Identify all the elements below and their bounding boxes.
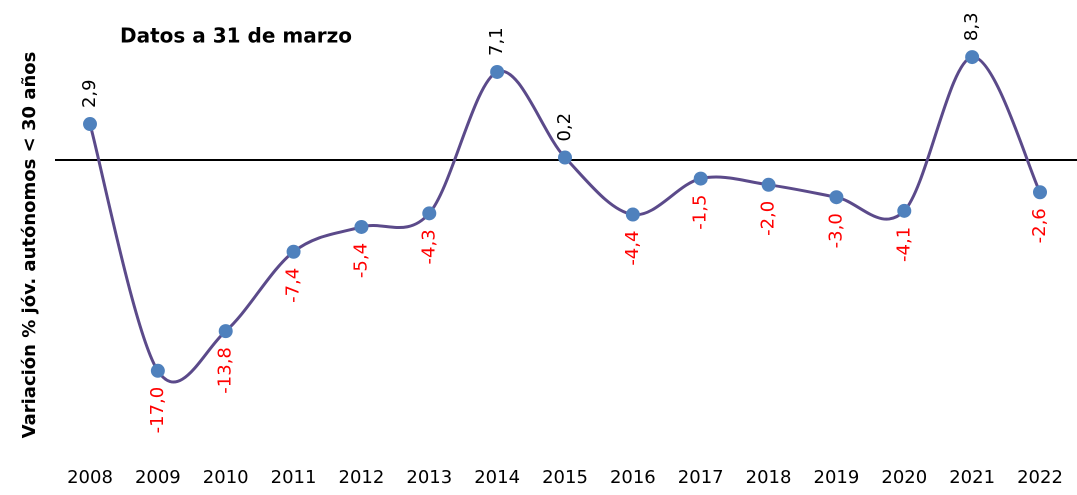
x-tick-label: 2010: [203, 467, 249, 488]
marker: [965, 50, 980, 65]
x-tick-label: 2011: [271, 467, 317, 488]
x-tick-label: 2022: [1017, 467, 1063, 488]
marker: [897, 203, 912, 218]
x-tick-label: 2008: [67, 467, 113, 488]
data-label: -5,4: [350, 243, 371, 278]
data-label: -2,0: [758, 201, 779, 236]
marker: [1033, 185, 1047, 200]
x-tick-label: 2016: [610, 467, 656, 488]
marker: [761, 177, 776, 192]
data-label: 2,9: [79, 79, 100, 108]
data-label: -4,3: [418, 229, 439, 264]
data-label: -7,4: [283, 268, 304, 303]
x-tick-label: 2013: [406, 467, 452, 488]
data-label: 7,1: [486, 27, 507, 56]
marker: [625, 207, 640, 222]
data-label: -17,0: [147, 387, 168, 434]
data-label: -2,6: [1029, 208, 1050, 243]
line: [88, 55, 1042, 384]
x-tick-label: 2015: [542, 467, 588, 488]
data-label: 8,3: [961, 12, 982, 41]
data-label: -4,4: [622, 231, 643, 266]
marker: [354, 219, 369, 234]
data-label: -4,1: [893, 227, 914, 262]
x-tick-label: 2018: [746, 467, 792, 488]
x-tick-label: 2017: [678, 467, 724, 488]
x-tick-label: 2020: [881, 467, 927, 488]
data-label: -3,0: [825, 213, 846, 248]
data-label: -1,5: [690, 195, 711, 230]
x-tick-label: 2021: [949, 467, 995, 488]
marker: [829, 190, 844, 205]
x-tick-label: 2012: [339, 467, 385, 488]
marker: [490, 64, 505, 79]
data-label: 0,2: [554, 113, 575, 142]
marker: [83, 117, 97, 132]
y-axis-title: Variación % jóv. autónomos < 30 años: [19, 52, 40, 439]
marker: [150, 363, 165, 378]
marker: [422, 206, 437, 221]
marker: [693, 171, 708, 186]
x-tick-label: 2009: [135, 467, 181, 488]
marker: [558, 150, 572, 165]
marker: [218, 324, 233, 339]
x-tick-label: 2014: [474, 467, 520, 488]
data-label: -13,8: [215, 347, 236, 394]
chart-title: Datos a 31 de marzo: [120, 24, 352, 48]
marker: [286, 244, 301, 259]
x-tick-label: 2019: [814, 467, 860, 488]
